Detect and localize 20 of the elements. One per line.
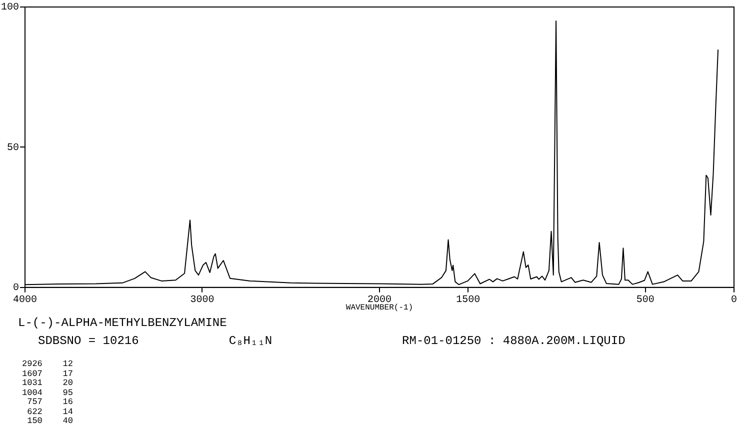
- x-tick-label: 0: [730, 295, 738, 306]
- y-tick-label: 100: [0, 2, 19, 14]
- text: 1004 95: [22, 388, 74, 398]
- text: 757 16: [26, 397, 74, 408]
- y-tick-label: 50: [6, 142, 19, 154]
- text: C₈H₁₁N: [228, 334, 272, 348]
- x-tick-label: 500: [636, 295, 654, 306]
- text: L-(-)-ALPHA-METHYLBENZYLAMINE: [18, 316, 227, 330]
- text: 150 40: [26, 416, 74, 426]
- x-axis-title: WAVENUMBER(-1): [346, 303, 414, 312]
- text: 1607 17: [22, 368, 74, 379]
- text: 622 14: [26, 406, 74, 417]
- x-tick-label: 1500: [456, 295, 480, 306]
- y-tick-label: 0: [12, 283, 19, 294]
- text: SDBSNO = 10216: [38, 334, 139, 348]
- text: RM-01-01250 : 4880A.200M.LIQUID: [402, 334, 626, 348]
- text: 1031 20: [22, 378, 74, 388]
- x-tick-label: 4000: [12, 295, 38, 306]
- text: 2926 12: [22, 359, 74, 370]
- x-tick-label: 3000: [190, 295, 214, 306]
